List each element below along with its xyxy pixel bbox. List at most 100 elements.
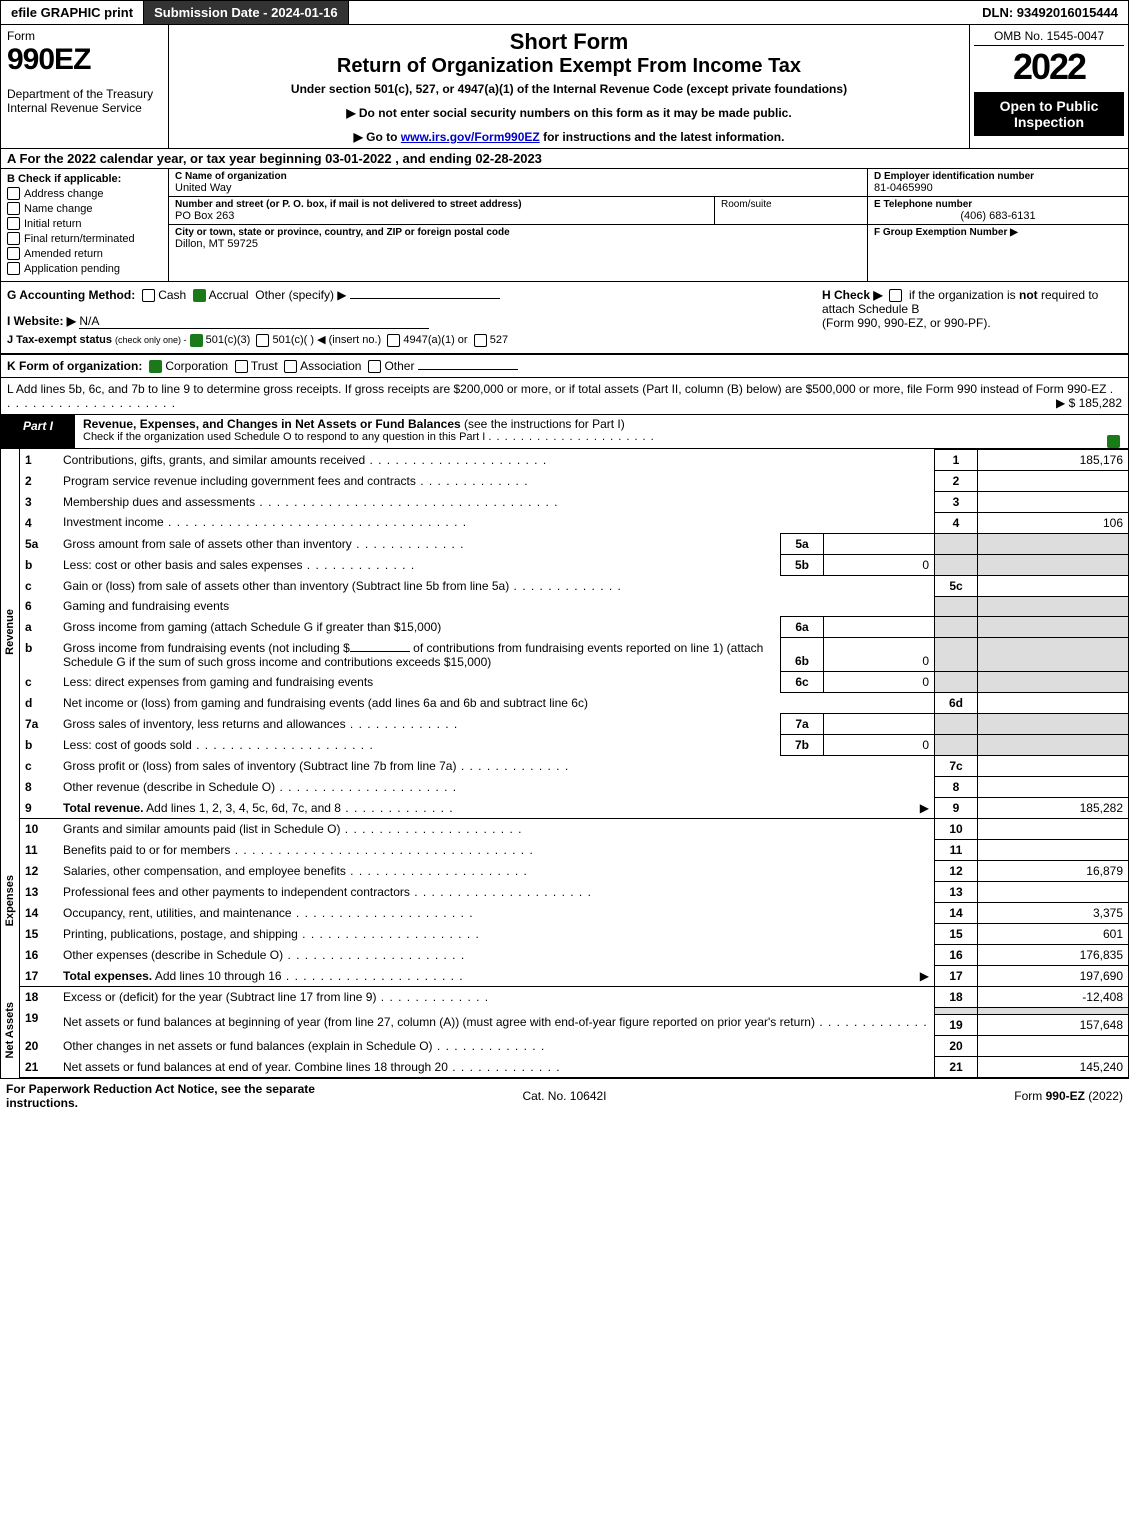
- sub-val: 0: [824, 638, 935, 672]
- chk-501c3[interactable]: [190, 334, 203, 347]
- chk-cash[interactable]: [142, 289, 155, 302]
- chk-other-org[interactable]: [368, 360, 381, 373]
- amount-cell: [978, 491, 1129, 512]
- amount-cell: [978, 693, 1129, 714]
- table-row: b Less: cost or other basis and sales ex…: [1, 554, 1129, 575]
- table-row: a Gross income from gaming (attach Sched…: [1, 617, 1129, 638]
- section-b-title: B Check if applicable:: [7, 173, 162, 185]
- row-num: 16: [20, 945, 59, 966]
- row-desc: Other changes in net assets or fund bala…: [58, 1036, 935, 1057]
- omb-number: OMB No. 1545-0047: [974, 29, 1124, 46]
- row-desc: Gross profit or (loss) from sales of inv…: [58, 756, 935, 777]
- section-a: A For the 2022 calendar year, or tax yea…: [0, 149, 1129, 169]
- other-org-blank[interactable]: [418, 369, 518, 370]
- line-num: 4: [935, 512, 978, 533]
- line-num: 20: [935, 1036, 978, 1057]
- checkbox-icon: [7, 232, 20, 245]
- city-val: Dillon, MT 59725: [175, 238, 861, 250]
- shaded-cell: [978, 554, 1129, 575]
- amount-cell: 106: [978, 512, 1129, 533]
- city-label: City or town, state or province, country…: [175, 227, 861, 238]
- chk-trust[interactable]: [235, 360, 248, 373]
- checkbox-icon: [7, 187, 20, 200]
- h-text: if the organization is: [909, 288, 1019, 302]
- street-label: Number and street (or P. O. box, if mail…: [175, 199, 708, 210]
- ein-val: 81-0465990: [874, 182, 1122, 194]
- chk-label: Application pending: [24, 263, 120, 275]
- line-num: 17: [935, 966, 978, 987]
- website-val: N/A: [79, 314, 429, 329]
- line-num: 21: [935, 1057, 978, 1078]
- row-num: 7a: [20, 714, 59, 735]
- row-num: 1: [20, 449, 59, 470]
- city-row: City or town, state or province, country…: [169, 225, 867, 270]
- part1-check-text: Check if the organization used Schedule …: [83, 431, 485, 443]
- amount-cell: 16,879: [978, 861, 1129, 882]
- line-num: 7c: [935, 756, 978, 777]
- row-desc: Net assets or fund balances at beginning…: [58, 1008, 935, 1036]
- sub-val: [824, 714, 935, 735]
- amount-cell: 601: [978, 924, 1129, 945]
- row-num: 15: [20, 924, 59, 945]
- section-c: C Name of organization United Way Number…: [169, 169, 868, 281]
- part1-header: Part I Revenue, Expenses, and Changes in…: [0, 414, 1129, 448]
- shaded-cell: [935, 533, 978, 554]
- chk-address-change[interactable]: Address change: [7, 187, 162, 200]
- part1-title: Revenue, Expenses, and Changes in Net As…: [75, 415, 1098, 447]
- table-row: 6 Gaming and fundraising events: [1, 596, 1129, 617]
- submission-date-btn[interactable]: Submission Date - 2024-01-16: [144, 1, 349, 24]
- chk-name-change[interactable]: Name change: [7, 202, 162, 215]
- row-desc: Program service revenue including govern…: [58, 470, 935, 491]
- row-num: 13: [20, 882, 59, 903]
- row-num: 11: [20, 840, 59, 861]
- other-blank[interactable]: [350, 298, 500, 299]
- efile-print-btn[interactable]: efile GRAPHIC print: [1, 1, 144, 24]
- chk-h[interactable]: [889, 289, 902, 302]
- row-num: b: [20, 554, 59, 575]
- cash-label: Cash: [158, 288, 186, 302]
- table-row: 7a Gross sales of inventory, less return…: [1, 714, 1129, 735]
- part1-checkbox-cell: [1098, 415, 1128, 447]
- section-d: D Employer identification number 81-0465…: [868, 169, 1128, 281]
- section-g-h: G Accounting Method: Cash Accrual Other …: [0, 282, 1129, 354]
- dept-label: Department of the Treasury: [7, 87, 162, 101]
- top-bar: efile GRAPHIC print Submission Date - 20…: [0, 0, 1129, 25]
- table-row: c Gain or (loss) from sale of assets oth…: [1, 575, 1129, 596]
- line-num: 10: [935, 819, 978, 840]
- checkbox-icon: [7, 247, 20, 260]
- section-l: L Add lines 5b, 6c, and 7b to line 9 to …: [0, 378, 1129, 414]
- chk-501c[interactable]: [256, 334, 269, 347]
- addr-row: Number and street (or P. O. box, if mail…: [169, 197, 867, 225]
- checkbox-icon: [7, 217, 20, 230]
- table-row: 15 Printing, publications, postage, and …: [1, 924, 1129, 945]
- chk-schedule-o[interactable]: [1107, 435, 1120, 448]
- chk-accrual[interactable]: [193, 289, 206, 302]
- chk-app-pending[interactable]: Application pending: [7, 262, 162, 275]
- sub-val: 0: [824, 672, 935, 693]
- footer: For Paperwork Reduction Act Notice, see …: [0, 1078, 1129, 1113]
- chk-assoc[interactable]: [284, 360, 297, 373]
- row-num: 12: [20, 861, 59, 882]
- chk-527[interactable]: [474, 334, 487, 347]
- go-to-notice: ▶ Go to www.irs.gov/Form990EZ for instru…: [177, 130, 961, 144]
- h-not: not: [1019, 288, 1038, 302]
- chk-4947[interactable]: [387, 334, 400, 347]
- sub-num: 6c: [781, 672, 824, 693]
- row-num: 10: [20, 819, 59, 840]
- a1-label: 4947(a)(1) or: [403, 334, 467, 346]
- line-num: 18: [935, 987, 978, 1008]
- row-desc: Total revenue. Add lines 1, 2, 3, 4, 5c,…: [58, 798, 935, 819]
- chk-corp[interactable]: [149, 360, 162, 373]
- irs-link[interactable]: www.irs.gov/Form990EZ: [401, 130, 540, 144]
- l-text: L Add lines 5b, 6c, and 7b to line 9 to …: [7, 382, 1106, 396]
- row-num: b: [20, 638, 59, 672]
- table-row: c Gross profit or (loss) from sales of i…: [1, 756, 1129, 777]
- chk-amended[interactable]: Amended return: [7, 247, 162, 260]
- shaded-cell: [935, 672, 978, 693]
- j-sub: (check only one) -: [115, 335, 187, 345]
- go-to-pre: ▶ Go to: [354, 130, 401, 144]
- chk-label: Address change: [24, 188, 104, 200]
- chk-initial-return[interactable]: Initial return: [7, 217, 162, 230]
- irs-label: Internal Revenue Service: [7, 101, 162, 115]
- chk-final-return[interactable]: Final return/terminated: [7, 232, 162, 245]
